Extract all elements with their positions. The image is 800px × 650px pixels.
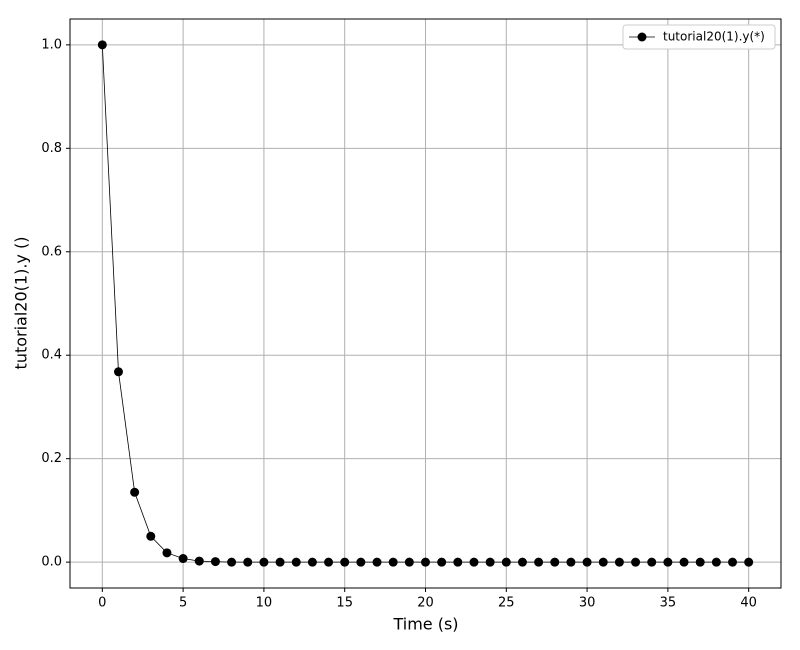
- marker: [631, 557, 641, 567]
- marker: [517, 557, 527, 567]
- marker: [534, 557, 544, 567]
- x-axis-label: Time (s): [392, 615, 458, 634]
- marker: [728, 557, 738, 567]
- marker: [598, 557, 608, 567]
- legend-label: tutorial20(1).y(*): [663, 30, 765, 44]
- marker: [566, 557, 576, 567]
- plot-frame: [69, 18, 782, 589]
- marker: [404, 557, 414, 567]
- marker: [679, 557, 689, 567]
- y-tick-label: 0.6: [41, 244, 62, 259]
- y-tick-label: 0.2: [41, 451, 62, 466]
- marker: [582, 557, 592, 567]
- marker: [388, 557, 398, 567]
- x-tick-label: 5: [179, 596, 187, 611]
- marker: [340, 557, 350, 567]
- marker: [421, 557, 430, 567]
- marker: [97, 40, 107, 50]
- x-tick-label: 35: [660, 596, 677, 611]
- x-tick-label: 40: [740, 596, 757, 611]
- marker: [291, 557, 301, 567]
- marker: [275, 557, 285, 567]
- x-tick-label: 25: [498, 596, 515, 611]
- marker: [259, 557, 269, 567]
- marker: [711, 557, 721, 567]
- marker: [695, 557, 705, 567]
- marker: [647, 557, 657, 567]
- marker: [356, 557, 366, 567]
- legend-box: [622, 24, 776, 50]
- marker: [614, 557, 624, 567]
- y-tick-label: 0.0: [41, 555, 62, 570]
- marker: [113, 367, 123, 377]
- marker: [243, 557, 253, 567]
- marker: [194, 556, 204, 566]
- y-tick-label: 0.8: [41, 141, 62, 156]
- y-axis-label: tutorial20(1).y (): [12, 237, 31, 370]
- marker: [162, 548, 172, 558]
- y-tick-label: 0.4: [41, 348, 62, 363]
- x-tick-label: 10: [256, 596, 273, 611]
- marker: [485, 557, 495, 567]
- marker: [453, 557, 463, 567]
- marker: [437, 557, 447, 567]
- marker: [744, 557, 754, 567]
- marker: [469, 557, 479, 567]
- marker: [372, 557, 382, 567]
- marker: [178, 554, 188, 564]
- legend-marker: [637, 32, 647, 42]
- marker: [210, 557, 220, 567]
- marker: [324, 557, 334, 567]
- y-tick-label: 1.0: [41, 37, 62, 52]
- marker: [130, 487, 140, 497]
- x-tick-label: 15: [336, 596, 353, 611]
- x-tick-label: 30: [579, 596, 596, 611]
- x-tick-label: 20: [417, 596, 434, 611]
- x-tick-label: 0: [98, 596, 106, 611]
- marker: [550, 557, 560, 567]
- marker: [146, 531, 156, 541]
- marker: [501, 557, 511, 567]
- marker: [227, 557, 237, 567]
- marker: [663, 557, 673, 567]
- marker: [307, 557, 317, 567]
